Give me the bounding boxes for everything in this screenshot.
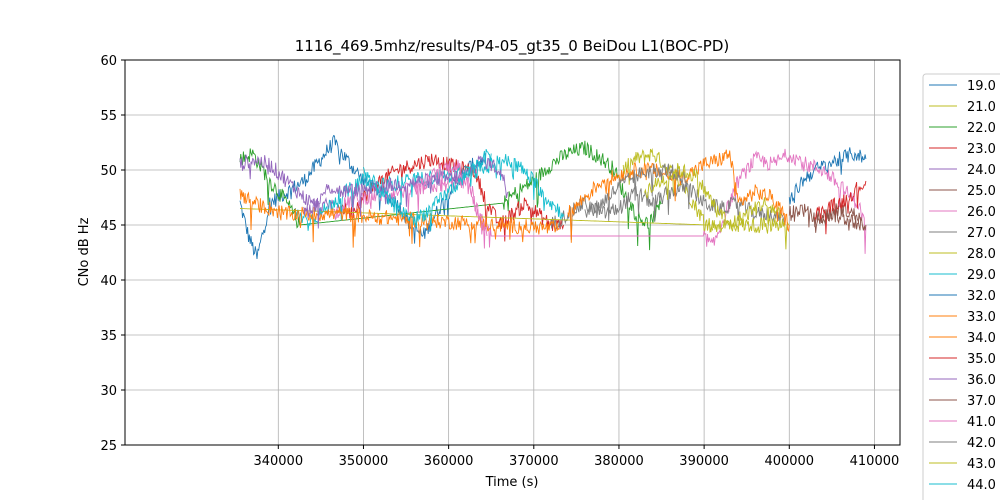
legend-label: 26.0: [967, 205, 996, 220]
series-line-26.0: [333, 148, 867, 254]
plot-area: [239, 134, 867, 260]
legend-label: 36.0: [967, 373, 996, 388]
y-tick-label: 25: [100, 439, 117, 454]
x-tick-label: 400000: [764, 454, 814, 469]
legend-label: 23.0: [967, 142, 996, 157]
legend-box: [922, 73, 1000, 500]
series-line-35.0: [814, 180, 867, 235]
grid: [125, 59, 900, 446]
series-line-32.0: [788, 147, 867, 205]
plot-frame: [124, 59, 901, 446]
x-tick-label: 360000: [424, 454, 474, 469]
x-tick-label: 340000: [253, 454, 303, 469]
chart-title: 1116_469.5mhz/results/P4-05_gt35_0 BeiDo…: [295, 37, 729, 56]
legend-label: 42.0: [967, 436, 996, 451]
y-axis: 25 30 35 40 45 50 55 60: [100, 54, 125, 454]
x-axis: 340000 350000 360000 370000 380000 390000 4000…: [253, 445, 899, 469]
legend: 19.0 21.0 22.0 23.0 24.0 25.0 26.0 27.0 28.0 29.0…: [922, 73, 1000, 500]
legend-label: 37.0: [967, 394, 996, 409]
y-axis-label: CNo dB Hz: [77, 217, 92, 286]
x-tick-label: 370000: [509, 454, 559, 469]
x-tick-label: 380000: [594, 454, 644, 469]
x-tick-label: 410000: [850, 454, 900, 469]
legend-label: 27.0: [967, 226, 996, 241]
legend-label: 43.0: [967, 457, 996, 472]
series-line-37.0: [814, 207, 867, 233]
y-tick-label: 30: [100, 384, 117, 399]
series-line-22.0: [239, 140, 662, 251]
legend-label: 19.0: [967, 79, 996, 94]
legend-label: 41.0: [967, 415, 996, 430]
legend-label: 33.0: [967, 310, 996, 325]
series-line-41.0: [414, 160, 488, 237]
x-axis-label: Time (s): [485, 475, 539, 490]
legend-label: 24.0: [967, 163, 996, 178]
y-tick-label: 40: [100, 274, 117, 289]
y-tick-label: 55: [100, 109, 117, 124]
series-line-44.0: [363, 149, 492, 231]
series-line-21.0: [622, 147, 714, 234]
legend-label: 28.0: [967, 247, 996, 262]
x-tick-label: 350000: [339, 454, 389, 469]
series-line-29.0: [294, 154, 565, 231]
legend-label: 25.0: [967, 184, 996, 199]
legend-label: 32.0: [967, 289, 996, 304]
legend-label: 44.0: [967, 478, 996, 493]
series-line-42.0: [584, 163, 688, 221]
legend-label: 29.0: [967, 268, 996, 283]
y-tick-label: 60: [100, 54, 117, 69]
series-line-43.0: [644, 163, 782, 230]
legend-label: 22.0: [967, 121, 996, 136]
y-tick-label: 50: [100, 164, 117, 179]
legend-label: 34.0: [967, 331, 996, 346]
y-tick-label: 45: [100, 219, 117, 234]
y-tick-label: 35: [100, 329, 117, 344]
legend-label: 35.0: [967, 352, 996, 367]
legend-label: 21.0: [967, 100, 996, 115]
x-tick-label: 390000: [679, 454, 729, 469]
